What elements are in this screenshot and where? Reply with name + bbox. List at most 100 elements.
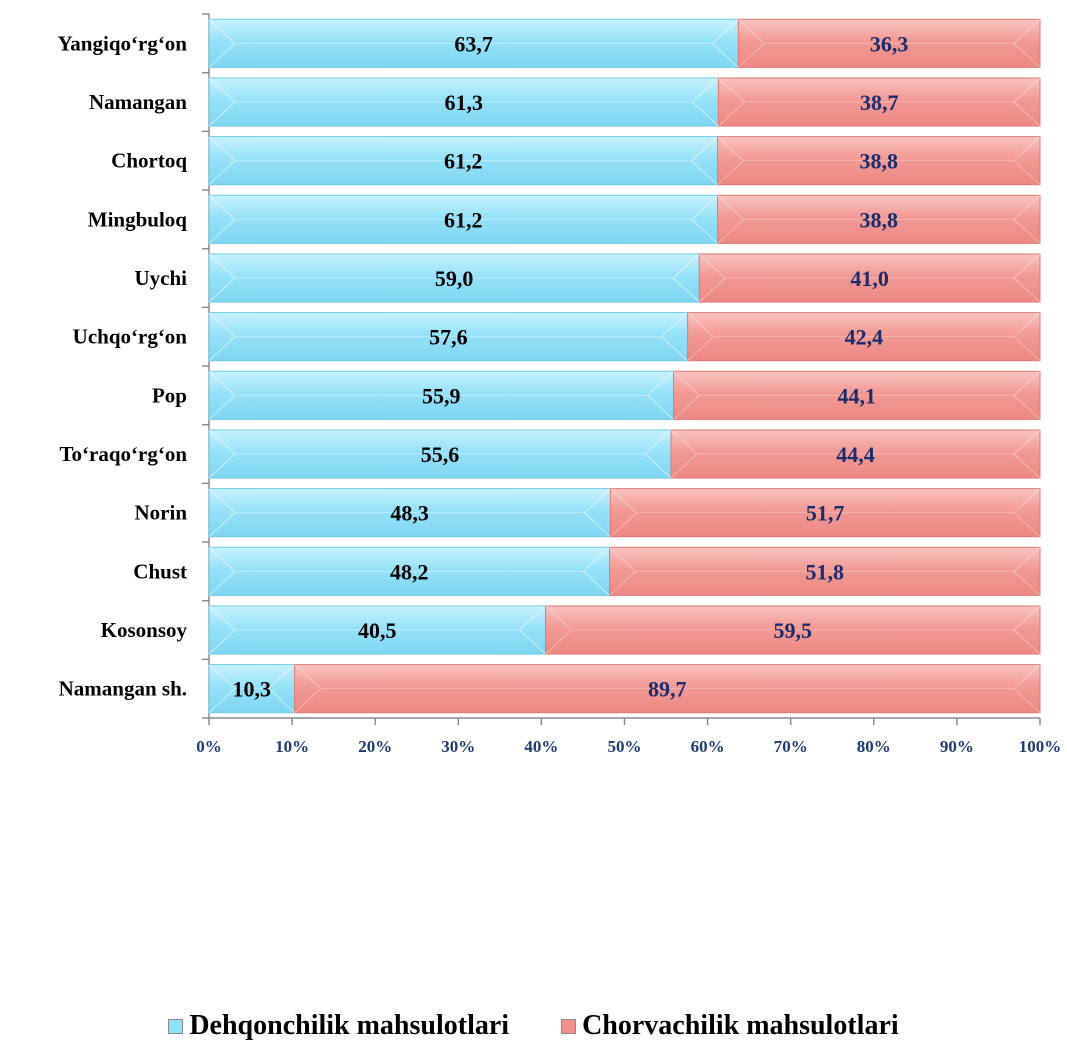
category-label: Namangan sh.	[59, 677, 187, 701]
legend: Dehqonchilik mahsulotlari Chorvachilik m…	[0, 1006, 1067, 1046]
data-label: 61,2	[444, 149, 483, 174]
data-label: 44,4	[836, 442, 875, 467]
category-label: Kosonsoy	[101, 618, 188, 642]
legend-label-dehqonchilik: Dehqonchilik mahsulotlari	[189, 1010, 510, 1041]
data-label: 61,2	[444, 207, 483, 232]
bar-bevel	[208, 18, 739, 68]
bar-bevel	[208, 546, 610, 596]
bar-bevel	[545, 605, 1041, 655]
bar-bevel	[208, 429, 672, 479]
bar-segment	[717, 77, 1041, 127]
x-tick-label: 50%	[608, 737, 642, 756]
category-label: Pop	[152, 383, 187, 407]
bar-segment	[717, 136, 1041, 186]
x-tick-label: 20%	[358, 737, 392, 756]
bar-segment	[673, 370, 1041, 420]
data-label: 63,7	[454, 31, 493, 56]
category-label: Uychi	[135, 266, 188, 290]
x-tick-label: 90%	[940, 737, 974, 756]
legend-label-chorvachilik: Chorvachilik mahsulotlari	[582, 1010, 899, 1041]
data-label: 38,7	[860, 90, 899, 115]
bar-bevel	[717, 136, 1041, 186]
data-label: 51,8	[806, 559, 845, 584]
x-tick-label: 70%	[774, 737, 808, 756]
bar-bevel	[687, 312, 1041, 362]
legend-item-chorvachilik: Chorvachilik mahsulotlari	[561, 1010, 899, 1042]
bar-segment	[698, 253, 1041, 303]
category-label: Chortoq	[111, 149, 187, 173]
stacked-bar-chart: 0% 10% 20% 30% 40% 50% 60% 70% 80% 90% 100% Yangiq…	[57, 13, 1062, 756]
data-label: 38,8	[860, 149, 899, 174]
x-tick-label: 10%	[275, 737, 309, 756]
data-label: 59,0	[435, 266, 474, 291]
bar-segment	[545, 605, 1041, 655]
bar-bevel	[208, 605, 546, 655]
data-label: 55,6	[421, 442, 460, 467]
bar-segment	[737, 18, 1041, 68]
data-label: 59,5	[774, 618, 813, 643]
data-label: 48,3	[390, 501, 429, 526]
data-label: 10,3	[233, 677, 272, 702]
bar-segment	[208, 18, 739, 68]
bar-segment	[208, 488, 611, 538]
bar-bevel	[208, 664, 295, 714]
data-label: 41,0	[850, 266, 889, 291]
category-label: Mingbuloq	[88, 207, 188, 231]
bar-bevel	[208, 370, 674, 420]
bar-bevel	[610, 488, 1041, 538]
labels: Yangiqo‘rg‘on Namangan Chortoq Mingbuloq Uyc…	[57, 31, 908, 701]
bar-segment	[208, 546, 611, 596]
bar-segment	[208, 77, 719, 127]
x-tick-label: 30%	[441, 737, 475, 756]
bar-segment	[717, 194, 1041, 244]
bar-segment	[294, 664, 1041, 714]
category-label: Uchqo‘rg‘on	[73, 325, 188, 349]
data-label: 51,7	[806, 501, 845, 526]
bar-segment	[687, 312, 1041, 362]
x-tick-label: 80%	[857, 737, 891, 756]
data-label: 40,5	[358, 618, 397, 643]
axes: 0% 10% 20% 30% 40% 50% 60% 70% 80% 90% 100%	[196, 13, 1062, 756]
data-label: 36,3	[870, 31, 909, 56]
bar-bevel	[208, 312, 688, 362]
bar-bevel	[208, 77, 719, 127]
bar-segment	[208, 312, 689, 362]
bar-segment	[609, 546, 1041, 596]
x-tick-label: 60%	[691, 737, 725, 756]
bar-bevel	[670, 429, 1041, 479]
data-label: 89,7	[648, 677, 687, 702]
data-label: 61,3	[444, 90, 483, 115]
bar-bevel	[673, 370, 1041, 420]
legend-item-dehqonchilik: Dehqonchilik mahsulotlari	[168, 1010, 509, 1042]
bar-segment	[208, 605, 547, 655]
category-label: To‘raqo‘rg‘on	[59, 442, 187, 466]
bar-segment	[208, 429, 672, 479]
bar-bevel	[294, 664, 1041, 714]
data-label: 48,2	[390, 559, 429, 584]
data-label: 44,1	[838, 383, 877, 408]
legend-swatch-dehqonchilik	[168, 1018, 184, 1034]
category-label: Yangiqo‘rg‘on	[57, 31, 187, 55]
bar-bevel	[208, 194, 718, 244]
bar-bevel	[609, 546, 1041, 596]
data-label: 42,4	[845, 325, 884, 350]
bar-bevel	[208, 488, 611, 538]
x-tick-label: 0%	[196, 737, 222, 756]
bar-bevel	[698, 253, 1041, 303]
legend-swatch-chorvachilik	[561, 1018, 577, 1034]
bar-segment	[670, 429, 1041, 479]
x-tick-label: 100%	[1019, 737, 1062, 756]
bar-segment	[609, 488, 1041, 538]
bar-segment	[208, 370, 675, 420]
bars	[208, 18, 1041, 714]
bar-segment	[208, 253, 700, 303]
bar-bevel	[208, 253, 700, 303]
data-label: 57,6	[429, 325, 468, 350]
category-label: Namangan	[89, 90, 187, 114]
bar-bevel	[718, 77, 1041, 127]
data-label: 55,9	[422, 383, 461, 408]
category-label: Norin	[135, 501, 188, 525]
category-label: Chust	[133, 559, 187, 583]
bar-bevel	[738, 18, 1041, 68]
bar-bevel	[717, 194, 1041, 244]
